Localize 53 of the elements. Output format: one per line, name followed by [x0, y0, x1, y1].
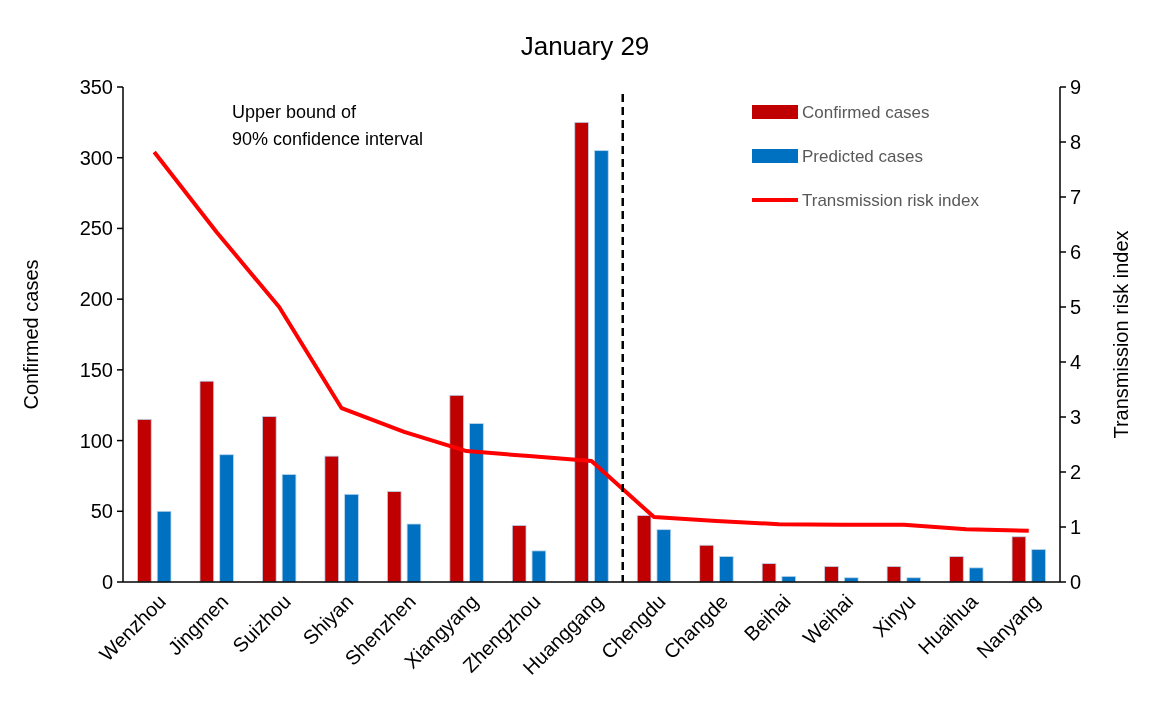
y-tick-label: 300 [79, 146, 113, 169]
bar [656, 529, 672, 583]
bar [406, 523, 422, 583]
legend-label: Transmission risk index [802, 190, 980, 210]
annotation: Upper bound of 90% confidence interval [232, 102, 424, 149]
y-tick-label: 350 [79, 76, 113, 98]
bar [156, 510, 172, 583]
bar [886, 566, 902, 583]
bar [137, 418, 152, 583]
y2-tick-label: 8 [1070, 131, 1082, 153]
y2-tick-label: 2 [1070, 461, 1082, 483]
bar [1011, 536, 1027, 583]
bar [636, 515, 652, 583]
bar [511, 525, 527, 583]
y2-tick-label: 7 [1070, 186, 1082, 208]
y-tick-label: 50 [90, 500, 113, 523]
bar [949, 556, 964, 583]
bar [761, 563, 777, 583]
y2-tick-label: 9 [1070, 76, 1082, 98]
bar [344, 493, 359, 583]
legend-label: Predicted cases [802, 146, 923, 166]
legend-label: Confirmed cases [802, 102, 930, 122]
bar [219, 454, 234, 583]
bar [386, 491, 402, 583]
bar [574, 121, 589, 583]
y-tick-label: 150 [79, 358, 113, 381]
y2-tick-label: 5 [1070, 296, 1082, 318]
bar [531, 550, 547, 583]
bar [824, 566, 839, 583]
bar [469, 423, 484, 583]
y-axis-title: Confirmed cases [20, 259, 42, 410]
y2-tick-label: 3 [1070, 406, 1082, 428]
bar [594, 150, 609, 583]
bar [199, 380, 215, 583]
y-tick-label: 200 [79, 288, 113, 311]
bar [719, 556, 734, 583]
bar [324, 455, 340, 583]
line-series [152, 149, 1031, 533]
bar [281, 474, 297, 583]
y-tick-label: 100 [79, 429, 113, 452]
bar [1031, 549, 1046, 583]
y2-tick-label: 1 [1070, 516, 1082, 538]
chart-title: January 29 [520, 31, 650, 61]
y2-tick-label: 0 [1070, 571, 1082, 593]
bar [968, 567, 984, 583]
y2-tick-label: 6 [1070, 241, 1082, 263]
y2-tick-label: 4 [1070, 351, 1082, 373]
bar [449, 394, 464, 583]
y-tick-label: 250 [79, 217, 113, 240]
bar [699, 544, 714, 583]
y2-axis-title: Transmission risk index [1110, 230, 1132, 439]
y-tick-label: 0 [101, 571, 113, 593]
bar [262, 416, 277, 583]
